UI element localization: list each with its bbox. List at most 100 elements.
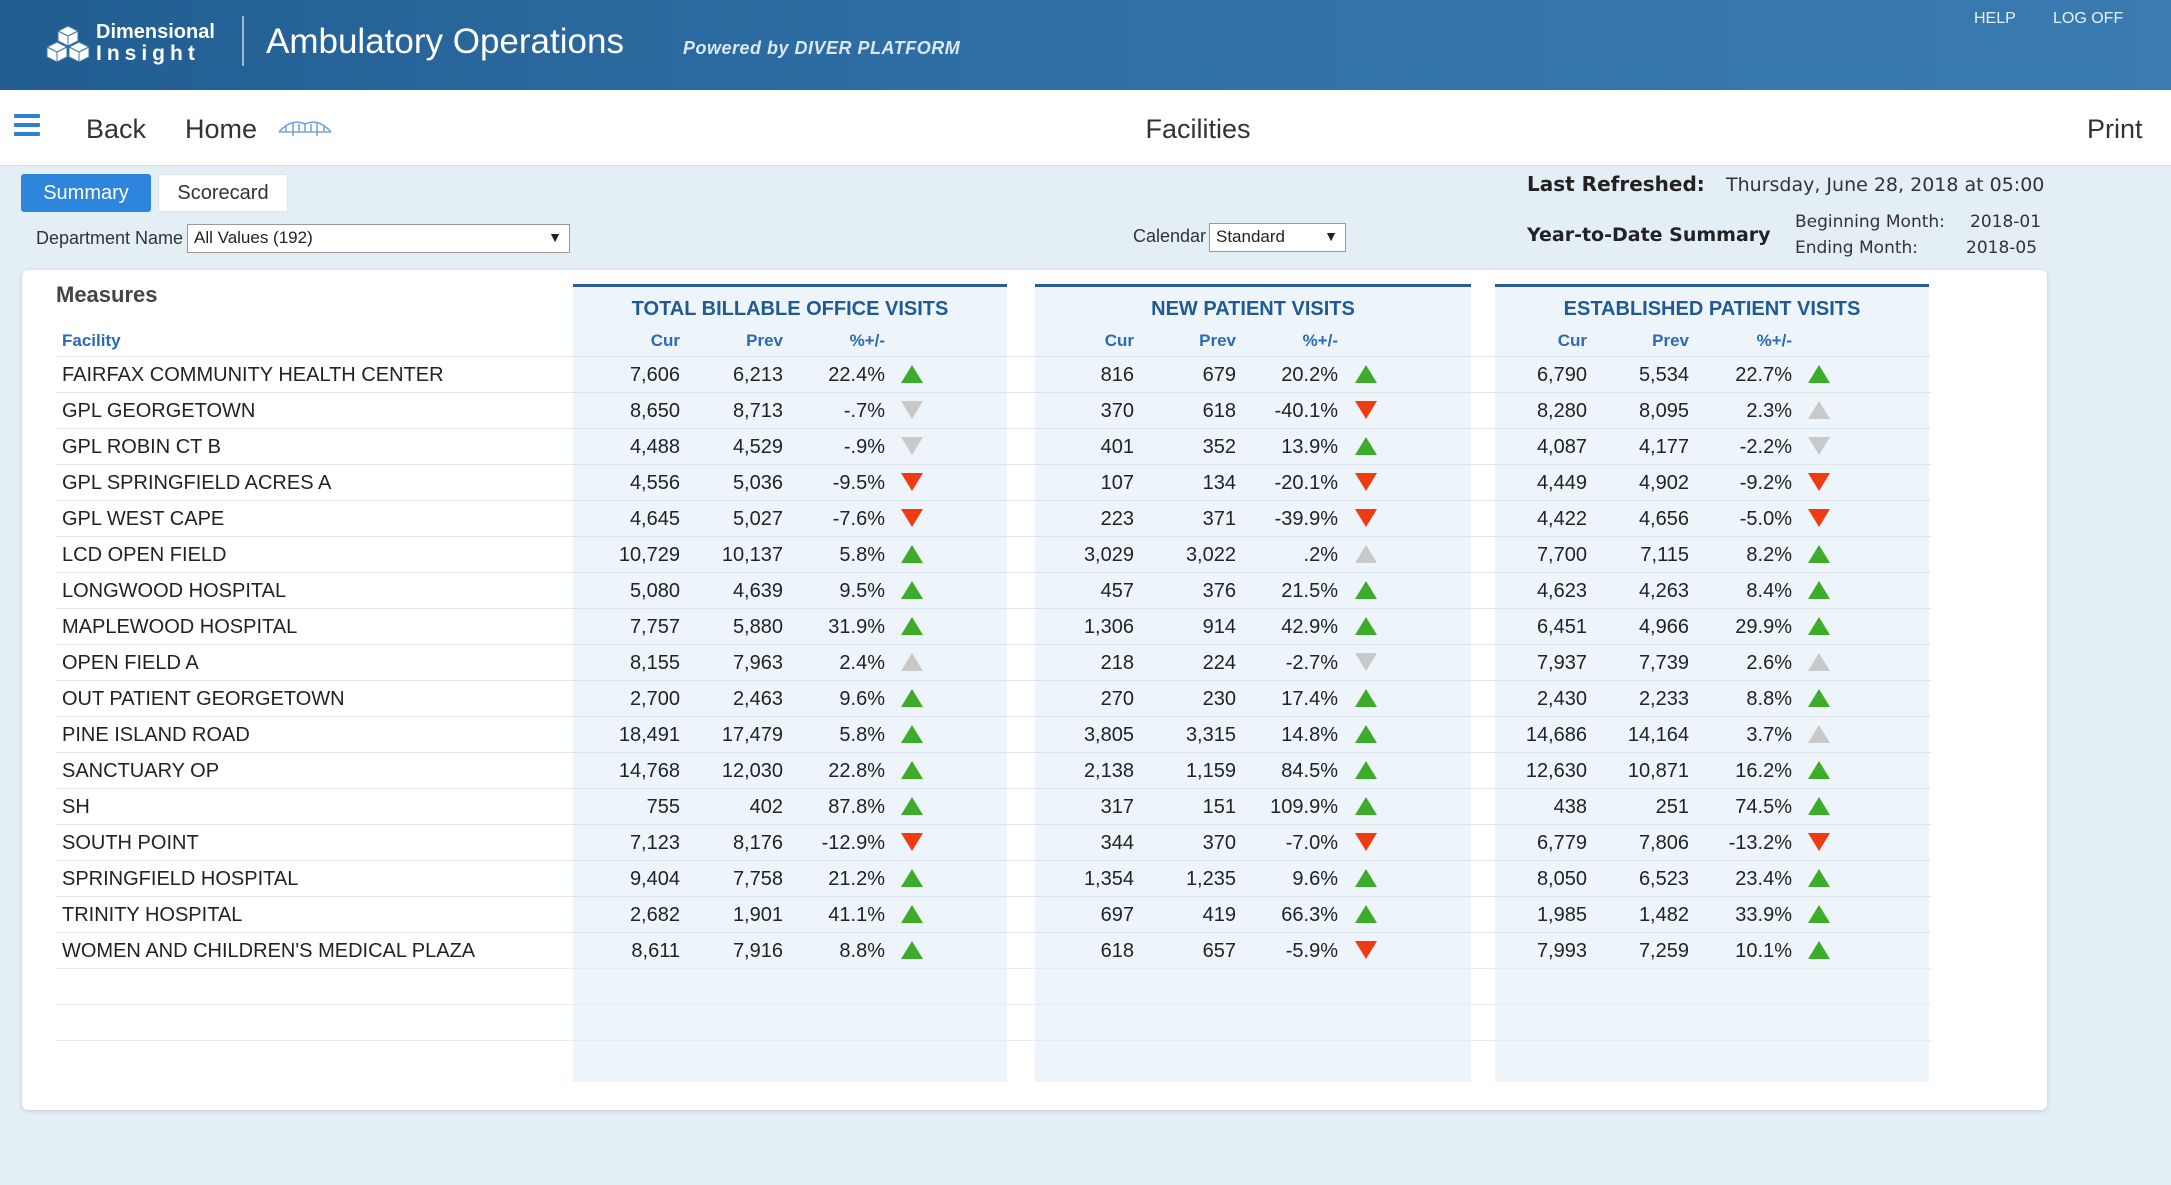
prev-value: 1,235 xyxy=(1185,868,1236,890)
table-row[interactable]: GPL SPRINGFIELD ACRES A 4,556 5,036 -9.5% 10… xyxy=(0,464,2171,500)
facility-name[interactable]: OUT PATIENT GEORGETOWN xyxy=(62,688,345,710)
pct-change-value: 16.2% xyxy=(1735,760,1792,782)
facility-name[interactable]: GPL ROBIN CT B xyxy=(62,436,221,458)
table-row[interactable]: WOMEN AND CHILDREN'S MEDICAL PLAZA 8,611 7… xyxy=(0,932,2171,968)
pct-change-value: -7.0% xyxy=(1285,832,1338,854)
prev-value: 134 xyxy=(1202,472,1236,494)
table-row[interactable]: SOUTH POINT 7,123 8,176 -12.9% 344 370 -7.0% 6,… xyxy=(0,824,2171,860)
table-row[interactable]: TRINITY HOSPITAL 2,682 1,901 41.1% 697 419 66.… xyxy=(0,896,2171,932)
col-header-cur[interactable]: Cur xyxy=(650,331,680,350)
prev-value: 7,758 xyxy=(732,868,783,890)
table-row[interactable]: SANCTUARY OP 14,768 12,030 22.8% 2,138 1,159 8… xyxy=(0,752,2171,788)
back-link[interactable]: Back xyxy=(86,114,147,144)
col-header-prev[interactable]: Prev xyxy=(746,331,783,350)
powered-by-text: Powered by DIVER PLATFORM xyxy=(683,38,961,58)
dropdown-arrow-icon: ▼ xyxy=(1324,228,1338,244)
table-row[interactable]: GPL GEORGETOWN 8,650 8,713 -.7% 370 618 -40.1%… xyxy=(0,392,2171,428)
pct-change-value: 14.8% xyxy=(1281,724,1338,746)
up-triangle-icon xyxy=(900,760,924,780)
row-divider xyxy=(56,464,1931,465)
bridge-icon[interactable] xyxy=(277,116,333,138)
pct-change-value: 9.5% xyxy=(839,580,885,602)
cur-value: 317 xyxy=(1100,796,1134,818)
cur-value: 755 xyxy=(646,796,680,818)
beginning-month-value: 2018-01 xyxy=(1970,212,2042,232)
prev-value: 419 xyxy=(1202,904,1236,926)
facility-name[interactable]: PINE ISLAND ROAD xyxy=(62,724,250,746)
table-row[interactable]: OUT PATIENT GEORGETOWN 2,700 2,463 9.6% 270 2… xyxy=(0,680,2171,716)
pct-change-value: .2% xyxy=(1303,544,1338,566)
pct-change-value: 8.2% xyxy=(1746,544,1792,566)
up-triangle-icon xyxy=(1354,688,1378,708)
facility-name[interactable]: GPL SPRINGFIELD ACRES A xyxy=(62,472,332,494)
cur-value: 6,451 xyxy=(1536,616,1587,638)
table-row[interactable]: PINE ISLAND ROAD 18,491 17,479 5.8% 3,805 3,3… xyxy=(0,716,2171,752)
facility-name[interactable]: WOMEN AND CHILDREN'S MEDICAL PLAZA xyxy=(62,940,476,962)
col-header-prev[interactable]: Prev xyxy=(1652,331,1689,350)
prev-value: 4,966 xyxy=(1638,616,1689,638)
table-row[interactable]: FAIRFAX COMMUNITY HEALTH CENTER 7,606 6,21… xyxy=(0,356,2171,392)
row-divider xyxy=(56,716,1931,717)
prev-value: 7,806 xyxy=(1638,832,1689,854)
beginning-month-label: Beginning Month: xyxy=(1795,212,1945,232)
col-header-cur[interactable]: Cur xyxy=(1557,331,1587,350)
pct-change-value: 10.1% xyxy=(1735,940,1792,962)
print-link[interactable]: Print xyxy=(2087,114,2143,144)
facility-name[interactable]: SH xyxy=(62,796,90,818)
table-row[interactable]: OPEN FIELD A 8,155 7,963 2.4% 218 224 -2.7% 7,9… xyxy=(0,644,2171,680)
prev-value: 371 xyxy=(1202,508,1236,530)
facility-name[interactable]: FAIRFAX COMMUNITY HEALTH CENTER xyxy=(62,364,444,386)
down-triangle-icon xyxy=(1807,832,1831,852)
last-refreshed-value: Thursday, June 28, 2018 at 05:00 xyxy=(1726,174,2045,196)
up-triangle-icon xyxy=(900,940,924,960)
table-row[interactable]: GPL ROBIN CT B 4,488 4,529 -.9% 401 352 13.9% 4… xyxy=(0,428,2171,464)
facility-name[interactable]: GPL WEST CAPE xyxy=(62,508,225,530)
facility-name[interactable]: LONGWOOD HOSPITAL xyxy=(62,580,287,602)
neutral-down-triangle-icon xyxy=(900,436,924,456)
prev-value: 151 xyxy=(1202,796,1236,818)
cur-value: 4,449 xyxy=(1536,472,1587,494)
col-header-pct[interactable]: %+/- xyxy=(1302,331,1338,350)
facility-name[interactable]: TRINITY HOSPITAL xyxy=(62,904,243,926)
pct-change-value: 66.3% xyxy=(1281,904,1338,926)
facility-name[interactable]: LCD OPEN FIELD xyxy=(62,544,227,566)
col-header-pct[interactable]: %+/- xyxy=(1756,331,1792,350)
col-header-cur[interactable]: Cur xyxy=(1104,331,1134,350)
facility-name[interactable]: SOUTH POINT xyxy=(62,832,199,854)
prev-value: 914 xyxy=(1202,616,1236,638)
table-row[interactable]: LONGWOOD HOSPITAL 5,080 4,639 9.5% 457 376 21.… xyxy=(0,572,2171,608)
pct-change-value: -7.6% xyxy=(832,508,885,530)
down-triangle-icon xyxy=(900,832,924,852)
table-row[interactable]: SH 755 402 87.8% 317 151 109.9% 438 251 74.5% xyxy=(0,788,2171,824)
table-row[interactable]: MAPLEWOOD HOSPITAL 7,757 5,880 31.9% 1,306 91… xyxy=(0,608,2171,644)
facility-column-header[interactable]: Facility xyxy=(62,331,121,350)
pct-change-value: 84.5% xyxy=(1281,760,1338,782)
facility-name[interactable]: SPRINGFIELD HOSPITAL xyxy=(62,868,299,890)
prev-value: 7,739 xyxy=(1638,652,1689,674)
pct-change-value: 9.6% xyxy=(839,688,885,710)
facility-name[interactable]: SANCTUARY OP xyxy=(62,760,220,782)
up-triangle-icon xyxy=(1807,364,1831,384)
cur-value: 4,488 xyxy=(629,436,680,458)
neutral-down-triangle-icon xyxy=(1807,436,1831,456)
menu-icon[interactable] xyxy=(14,114,40,136)
home-link[interactable]: Home xyxy=(185,114,258,144)
help-link[interactable]: HELP xyxy=(1974,10,2016,27)
col-header-prev[interactable]: Prev xyxy=(1199,331,1236,350)
row-divider xyxy=(56,1040,1931,1041)
department-name-select[interactable]: All Values (192) ▼ xyxy=(187,224,570,253)
tab-scorecard[interactable]: Scorecard xyxy=(158,174,288,212)
facility-name[interactable]: GPL GEORGETOWN xyxy=(62,400,256,422)
calendar-label: Calendar xyxy=(1133,226,1207,246)
log-off-link[interactable]: LOG OFF xyxy=(2053,10,2124,27)
calendar-select[interactable]: Standard ▼ xyxy=(1209,223,1346,252)
table-row[interactable]: LCD OPEN FIELD 10,729 10,137 5.8% 3,029 3,022… xyxy=(0,536,2171,572)
tab-summary[interactable]: Summary xyxy=(21,174,151,212)
facility-name[interactable]: OPEN FIELD A xyxy=(62,652,199,674)
dimensional-insight-logo[interactable]: Dimensional Insight xyxy=(46,18,222,70)
table-row[interactable]: SPRINGFIELD HOSPITAL 9,404 7,758 21.2% 1,354… xyxy=(0,860,2171,896)
facility-name[interactable]: MAPLEWOOD HOSPITAL xyxy=(62,616,298,638)
cur-value: 107 xyxy=(1100,472,1134,494)
table-row[interactable]: GPL WEST CAPE 4,645 5,027 -7.6% 223 371 -39.9%… xyxy=(0,500,2171,536)
col-header-pct[interactable]: %+/- xyxy=(849,331,885,350)
